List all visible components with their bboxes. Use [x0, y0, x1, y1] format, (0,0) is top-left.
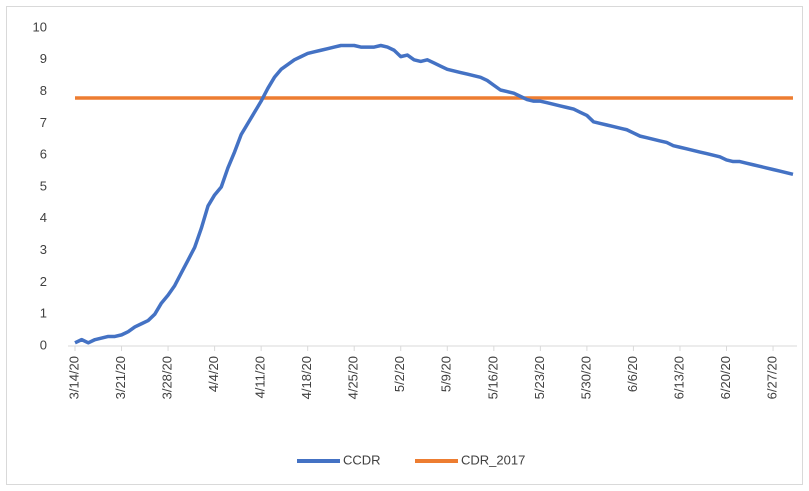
x-tick-label: 3/21/20: [113, 356, 128, 399]
x-tick-label: 5/2/20: [392, 356, 407, 392]
x-tick-label: 6/20/20: [718, 356, 733, 399]
y-tick-label: 7: [40, 115, 47, 130]
x-tick-label: 6/13/20: [671, 356, 686, 399]
y-tick-label: 1: [40, 306, 47, 321]
x-tick-label: 4/25/20: [346, 356, 361, 399]
y-tick-label: 6: [40, 147, 47, 162]
legend-label: CCDR: [343, 452, 381, 467]
x-tick-label: 4/11/20: [253, 356, 268, 398]
y-tick-label: 5: [40, 178, 47, 193]
x-tick-label: 6/6/20: [625, 356, 640, 392]
x-tick-label: 4/4/20: [206, 356, 221, 392]
x-tick-label: 3/28/20: [160, 356, 175, 399]
y-tick-label: 4: [40, 210, 47, 225]
x-tick-label: 5/23/20: [532, 356, 547, 399]
y-tick-label: 3: [40, 242, 47, 257]
x-tick-label: 4/18/20: [299, 356, 314, 399]
x-tick-label: 5/30/20: [578, 356, 593, 399]
y-tick-label: 8: [40, 83, 47, 98]
x-tick-label: 6/27/20: [764, 356, 779, 399]
y-tick-label: 9: [40, 51, 47, 66]
y-tick-label: 10: [33, 19, 47, 34]
y-tick-label: 0: [40, 337, 47, 352]
legend-label: CDR_2017: [461, 452, 525, 467]
x-tick-label: 5/9/20: [439, 356, 454, 392]
x-tick-label: 5/16/20: [485, 356, 500, 399]
chart-border: [6, 6, 803, 485]
x-tick-label: 3/14/20: [66, 356, 81, 399]
y-tick-label: 2: [40, 274, 47, 289]
series-line: [74, 43, 794, 345]
